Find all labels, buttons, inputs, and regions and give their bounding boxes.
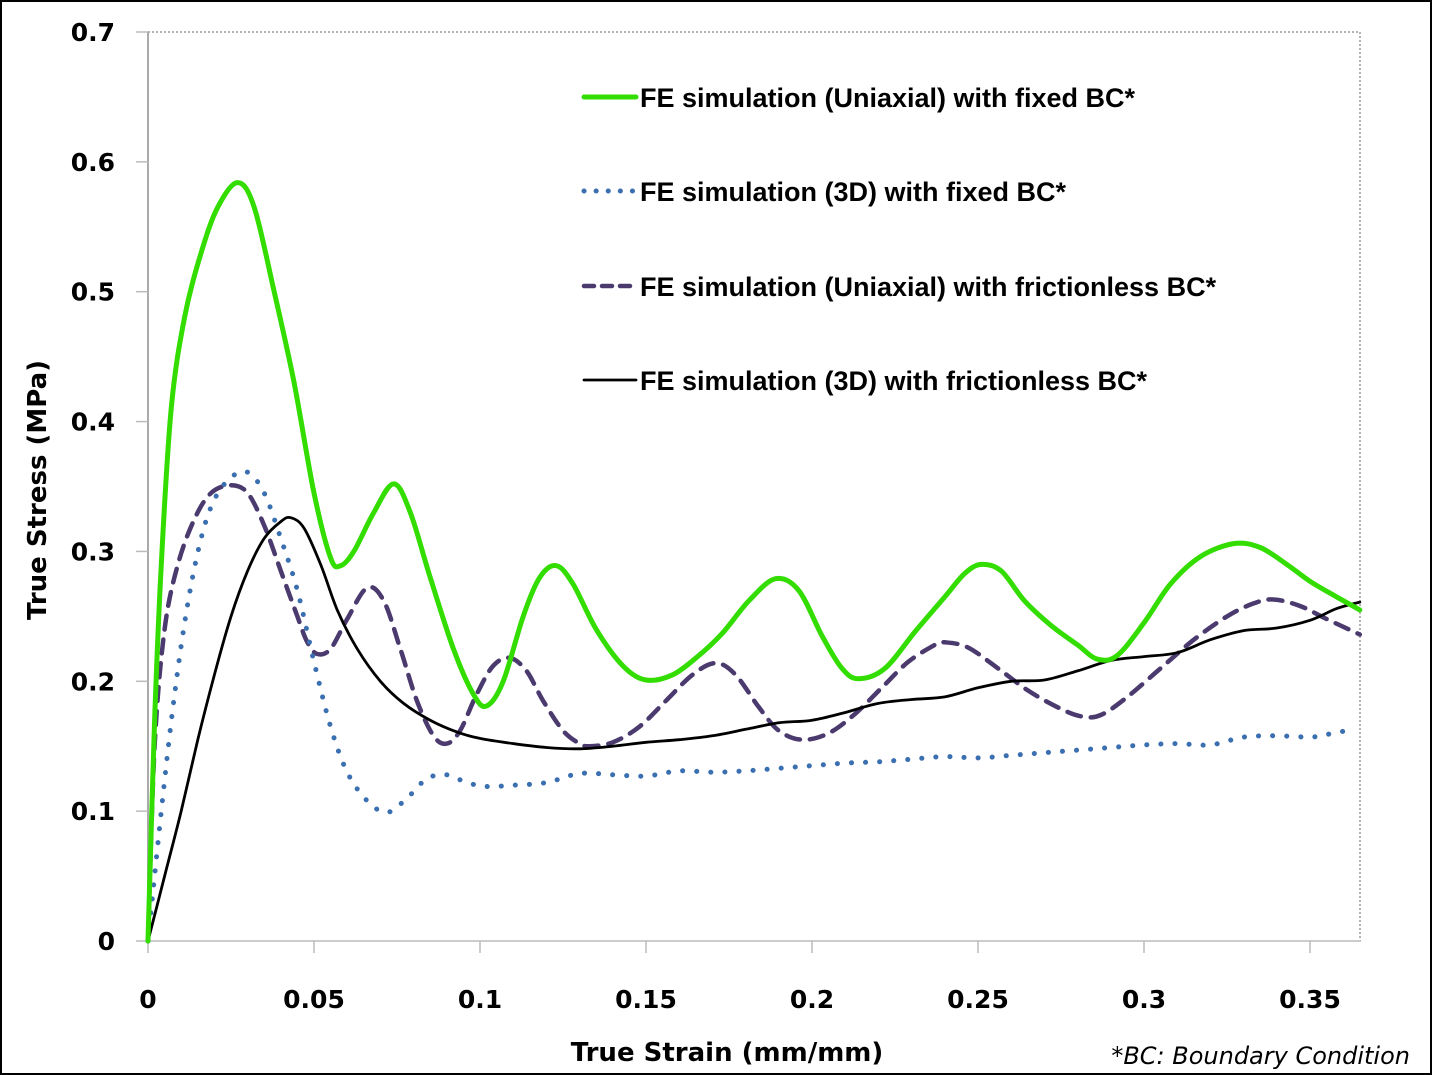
x-tick-label: 0.25 — [947, 985, 1009, 1014]
legend-label: FE simulation (3D) with frictionless BC* — [640, 366, 1148, 396]
legend-item: FE simulation (3D) with frictionless BC* — [582, 366, 1148, 396]
legend-item: FE simulation (3D) with fixed BC* — [581, 177, 1067, 207]
x-tick-label: 0.2 — [790, 985, 834, 1014]
series-line-3 — [145, 482, 1363, 944]
y-tick-label: 0.6 — [71, 148, 115, 177]
y-axis-ticks: 0 0.1 0.2 0.3 0.4 0.5 0.6 0.7 — [71, 18, 148, 956]
legend-item: FE simulation (Uniaxial) with frictionle… — [581, 272, 1217, 302]
series-line-4 — [146, 515, 1362, 943]
series-line-2 — [145, 468, 1356, 944]
x-tick-label: 0.35 — [1279, 985, 1341, 1014]
y-tick-label: 0 — [98, 927, 115, 956]
y-tick-label: 0.1 — [71, 797, 115, 826]
y-tick-label: 0.5 — [71, 278, 115, 307]
x-tick-label: 0.15 — [615, 985, 677, 1014]
y-axis-title: True Stress (MPa) — [23, 360, 53, 620]
series-line-1 — [145, 180, 1363, 944]
x-tick-label: 0.05 — [283, 985, 345, 1014]
plot-border — [147, 31, 1361, 942]
x-tick-label: 0.1 — [458, 985, 502, 1014]
legend: FE simulation (Uniaxial) with fixed BC* F… — [581, 83, 1217, 396]
y-tick-label: 0.7 — [71, 18, 115, 47]
legend-label: FE simulation (Uniaxial) with fixed BC* — [640, 83, 1136, 113]
x-axis-title: True Strain (mm/mm) — [571, 1038, 884, 1068]
series-group — [145, 180, 1363, 944]
footnote: *BC: Boundary Condition — [1111, 1042, 1410, 1070]
legend-label: FE simulation (3D) with fixed BC* — [640, 177, 1067, 207]
legend-label: FE simulation (Uniaxial) with frictionle… — [640, 272, 1217, 302]
plot-area — [147, 31, 1361, 942]
y-tick-label: 0.2 — [71, 667, 115, 696]
x-axis-ticks: 0 0.05 0.1 0.15 0.2 0.25 0.3 0.35 — [139, 941, 1341, 1014]
x-tick-label: 0.3 — [1122, 985, 1166, 1014]
legend-item: FE simulation (Uniaxial) with fixed BC* — [581, 83, 1136, 113]
x-tick-label: 0 — [139, 985, 156, 1014]
y-tick-label: 0.3 — [71, 537, 115, 566]
y-tick-label: 0.4 — [71, 408, 115, 437]
